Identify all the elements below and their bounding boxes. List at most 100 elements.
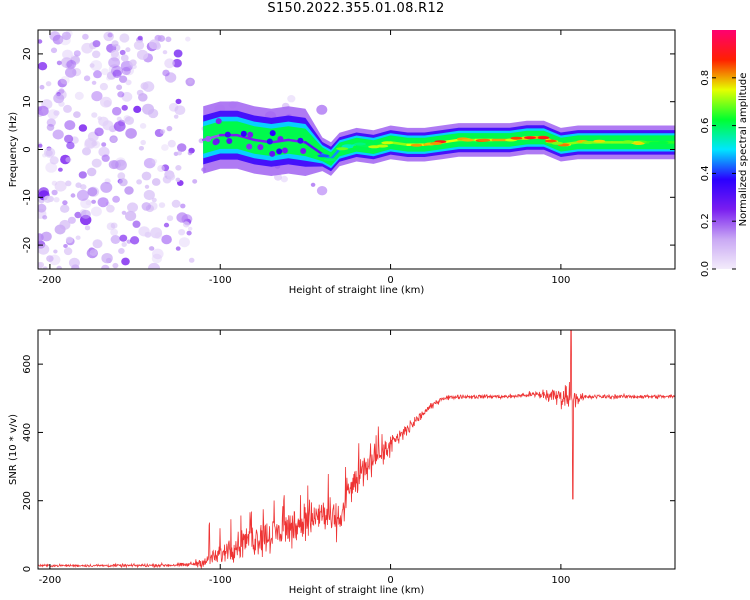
colorbar-label: Normalized spectral amplitude <box>738 73 749 227</box>
noise-blob <box>126 130 132 136</box>
noise-blob <box>99 82 108 91</box>
noise-blob <box>157 165 165 172</box>
noise-blob <box>166 125 173 132</box>
x-tick-label: -200 <box>39 275 62 286</box>
ridge-hotspot <box>354 142 366 146</box>
noise-blob <box>111 40 119 47</box>
ridge-hotspot <box>551 141 564 145</box>
ridge-hotspot <box>269 150 276 157</box>
noise-blob <box>53 93 65 104</box>
noise-blob <box>81 42 93 54</box>
noise-blob <box>87 186 100 197</box>
ridge-hotspot <box>300 148 307 154</box>
y-tick-label: 0 <box>22 566 33 572</box>
noise-blob <box>174 105 186 115</box>
ridge-core-segment <box>329 148 341 161</box>
noise-blob <box>42 215 48 220</box>
noise-blob <box>49 156 59 165</box>
noise-blob <box>54 224 66 235</box>
noise-blob <box>167 139 176 148</box>
noise-blob <box>91 112 98 118</box>
noise-blob <box>186 230 192 236</box>
noise-blob <box>151 158 158 164</box>
colorbar-tick-label: 0.2 <box>700 213 711 229</box>
ridge-hotspot <box>510 136 523 140</box>
noise-blob <box>110 228 118 236</box>
ridge-hotspot <box>622 140 635 144</box>
noise-blob <box>54 180 67 192</box>
noise-blob <box>56 60 62 66</box>
noise-blob <box>110 136 117 143</box>
noise-blob <box>121 242 127 247</box>
noise-blob <box>45 81 52 87</box>
noise-blob <box>110 235 121 244</box>
noise-blob <box>94 127 104 137</box>
x-tick-label: 100 <box>551 575 570 586</box>
noise-blob <box>112 44 121 52</box>
noise-blob <box>93 70 102 79</box>
y-tick-label: 200 <box>22 491 33 510</box>
noise-blob <box>87 187 98 197</box>
noise-blob <box>113 121 126 132</box>
noise-blob <box>119 234 128 242</box>
spectrogram-plot <box>38 30 675 269</box>
noise-blob <box>91 80 97 85</box>
noise-blob <box>38 233 44 242</box>
noise-blob <box>133 40 145 50</box>
x-tick-label: 100 <box>551 275 570 286</box>
noise-blob <box>161 144 169 151</box>
noise-blob <box>101 68 109 76</box>
noise-blob <box>157 35 166 42</box>
noise-blob <box>92 239 103 249</box>
noise-blob <box>112 262 119 269</box>
noise-blob <box>67 216 76 224</box>
noise-blob <box>166 215 174 222</box>
noise-blob <box>101 142 107 147</box>
noise-blob <box>115 159 127 171</box>
ridge-hotspot <box>381 141 394 145</box>
noise-blob <box>175 165 182 171</box>
noise-blob <box>111 65 123 77</box>
snr-plot <box>38 330 675 569</box>
ridge-hotspot <box>224 131 231 138</box>
noise-blob <box>97 116 102 121</box>
noise-blob <box>152 248 164 260</box>
ridge-hotspot <box>323 158 336 162</box>
noise-blob <box>84 225 91 231</box>
noise-blob <box>60 57 73 68</box>
noise-blob <box>127 202 138 213</box>
noise-blob <box>172 58 182 68</box>
noise-blob <box>136 179 143 185</box>
noise-blob <box>110 50 120 58</box>
noise-blob <box>73 111 81 118</box>
noise-blob <box>63 104 72 113</box>
noise-blob <box>87 167 97 177</box>
noise-blob <box>92 50 101 59</box>
ridge-hotspot <box>336 147 349 151</box>
noise-blob <box>121 104 128 111</box>
noise-blob <box>66 141 75 150</box>
x-axis-label: Height of straight line (km) <box>289 285 425 296</box>
noise-blob <box>45 162 58 173</box>
noise-blob <box>38 61 48 71</box>
colorbar-tick-label: 0.4 <box>700 165 711 181</box>
noise-blob <box>161 234 172 245</box>
ridge-hotspot <box>257 144 264 151</box>
noise-blob <box>91 158 102 168</box>
noise-blob <box>119 33 130 43</box>
noise-blob <box>97 197 109 208</box>
noise-blob <box>180 203 186 209</box>
y-axis-label: Frequency (Hz) <box>8 112 19 188</box>
noise-blob <box>121 91 133 102</box>
noise-blob <box>46 123 55 131</box>
noise-blob <box>110 222 118 229</box>
noise-blob <box>73 50 81 57</box>
y-tick-label: 20 <box>22 48 33 61</box>
noise-blob <box>125 210 137 222</box>
noise-blob <box>117 172 126 180</box>
noise-blob <box>39 84 45 90</box>
noise-blob <box>116 116 122 122</box>
ridge-hotspot <box>632 142 645 145</box>
noise-blob <box>38 143 43 148</box>
noise-blob <box>65 157 72 163</box>
